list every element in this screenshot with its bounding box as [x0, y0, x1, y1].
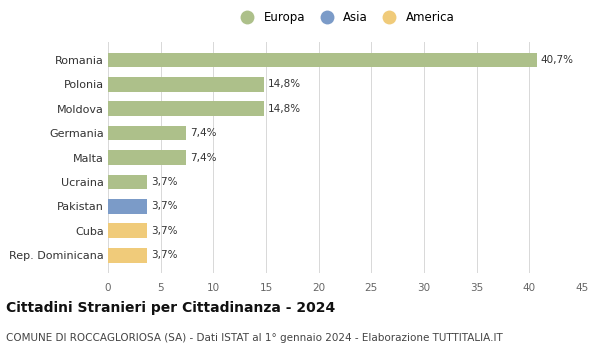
Text: 3,7%: 3,7% [151, 177, 178, 187]
Bar [108, 175, 147, 189]
Bar [108, 126, 186, 140]
Text: 3,7%: 3,7% [151, 201, 178, 211]
Text: Cittadini Stranieri per Cittadinanza - 2024: Cittadini Stranieri per Cittadinanza - 2… [6, 301, 335, 315]
Bar [108, 248, 147, 262]
Text: 3,7%: 3,7% [151, 250, 178, 260]
Text: COMUNE DI ROCCAGLORIOSA (SA) - Dati ISTAT al 1° gennaio 2024 - Elaborazione TUTT: COMUNE DI ROCCAGLORIOSA (SA) - Dati ISTA… [6, 333, 503, 343]
Text: 14,8%: 14,8% [268, 104, 301, 114]
Bar [108, 52, 537, 67]
Text: 3,7%: 3,7% [151, 226, 178, 236]
Text: 40,7%: 40,7% [541, 55, 574, 65]
Text: 7,4%: 7,4% [190, 153, 217, 162]
Legend: Europa, Asia, America: Europa, Asia, America [236, 11, 454, 24]
Bar [108, 77, 264, 92]
Bar [108, 223, 147, 238]
Bar [108, 150, 186, 165]
Text: 14,8%: 14,8% [268, 79, 301, 89]
Text: 7,4%: 7,4% [190, 128, 217, 138]
Bar [108, 199, 147, 214]
Bar [108, 102, 264, 116]
